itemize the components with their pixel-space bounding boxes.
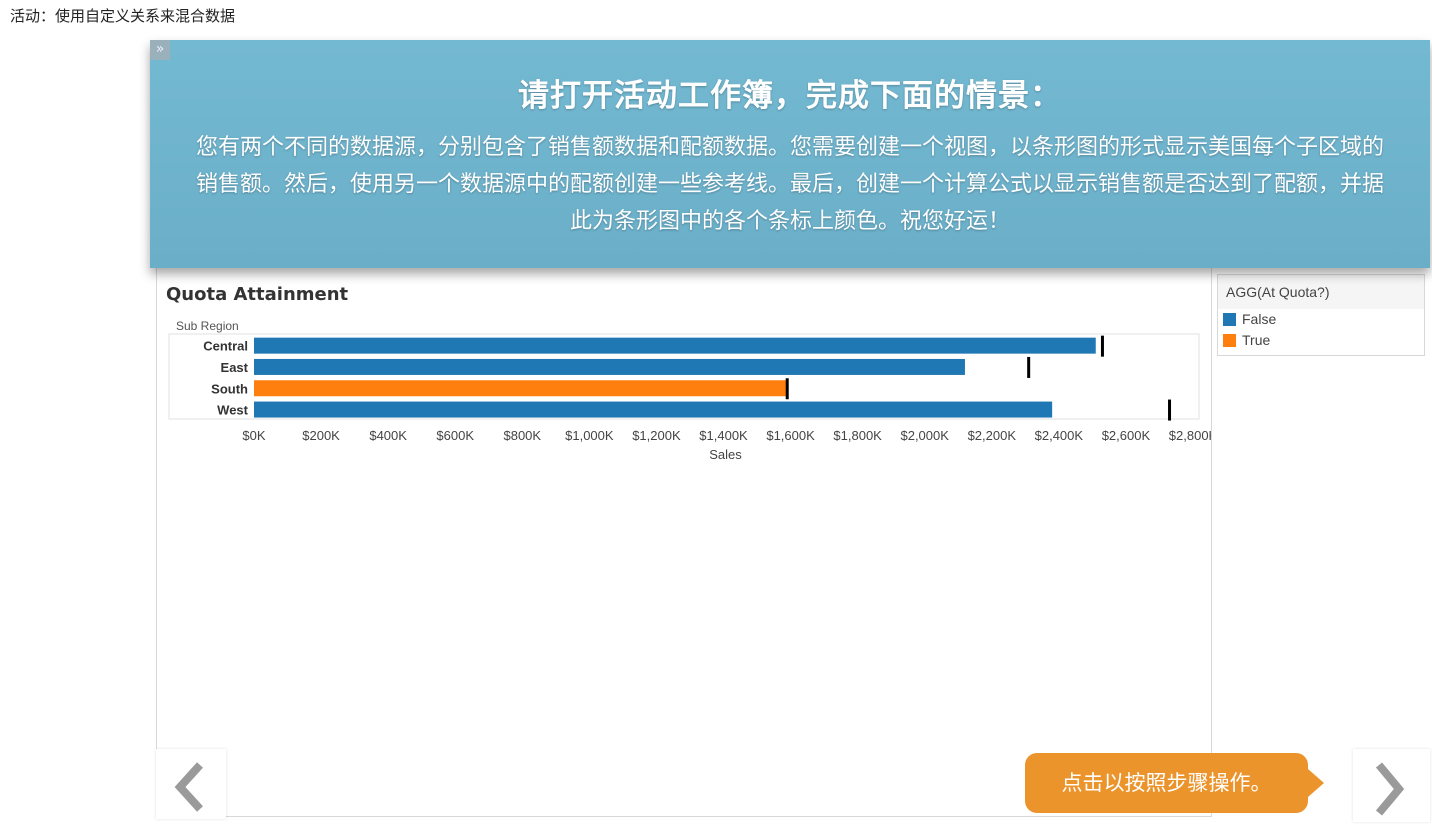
x-tick-label: $1,800K: [833, 428, 882, 443]
x-tick-label: $0K: [242, 428, 265, 443]
category-label-east: East: [221, 360, 249, 375]
legend-swatch-true: [1223, 334, 1236, 347]
x-tick-label: $1,000K: [565, 428, 614, 443]
bar-south: [254, 380, 788, 397]
x-tick-label: $1,400K: [699, 428, 748, 443]
category-label-west: West: [217, 403, 248, 418]
x-tick-label: $800K: [503, 428, 541, 443]
quota-reference-line-east: [1027, 356, 1031, 378]
x-tick-label: $2,600K: [1102, 428, 1151, 443]
plot-pane-border: [168, 333, 1200, 420]
previous-button[interactable]: [156, 749, 226, 819]
activity-stage: » 请打开活动工作簿，完成下面的情景： 您有两个不同的数据源，分别包含了销售额数…: [150, 40, 1430, 822]
quota-reference-line-west: [1168, 399, 1172, 421]
chevron-right-icon: [1375, 762, 1405, 816]
legend-label-false: False: [1242, 311, 1277, 327]
quota-reference-line-central: [1100, 335, 1104, 357]
bar-central: [254, 337, 1096, 354]
chart-title: Quota Attainment: [166, 284, 349, 305]
page-caption: 活动：使用自定义关系来混合数据: [10, 7, 236, 25]
quota-attainment-chart: Quota Attainment Sub Region Central East Sou…: [166, 284, 1211, 462]
legend-item-false[interactable]: False: [1218, 309, 1424, 330]
legend-item-true[interactable]: True: [1218, 330, 1424, 351]
chart-container: Quota Attainment Sub Region Central East Sou…: [156, 268, 1212, 817]
next-button[interactable]: [1353, 749, 1430, 822]
legend-swatch-false: [1223, 313, 1236, 326]
x-tick-label: $1,600K: [766, 428, 815, 443]
banner-body: 您有两个不同的数据源，分别包含了销售额数据和配额数据。您需要创建一个视图，以条形…: [195, 135, 1384, 234]
expand-icon[interactable]: »: [150, 40, 170, 60]
step-hint-text: 点击以按照步骤操作。: [1061, 771, 1272, 795]
color-legend[interactable]: AGG(At Quota?) False True: [1217, 274, 1425, 356]
x-tick-label: $600K: [436, 428, 474, 443]
bar-east: [254, 358, 965, 375]
bar-west: [254, 401, 1053, 418]
x-tick-label: $200K: [302, 428, 340, 443]
chevron-left-icon: [174, 762, 203, 812]
x-tick-label: $1,200K: [632, 428, 681, 443]
row-header-label: Sub Region: [176, 319, 239, 333]
quota-reference-line-south: [785, 378, 789, 400]
step-hint-callout[interactable]: 点击以按照步骤操作。: [1025, 753, 1324, 813]
legend-label-true: True: [1242, 332, 1271, 348]
x-tick-label: $2,400K: [1035, 428, 1084, 443]
x-tick-label: $2,800K: [1169, 428, 1211, 443]
x-tick-label: $400K: [369, 428, 407, 443]
x-tick-label: $2,200K: [968, 428, 1017, 443]
scenario-banner: » 请打开活动工作簿，完成下面的情景： 您有两个不同的数据源，分别包含了销售额数…: [150, 40, 1430, 268]
legend-title: AGG(At Quota?): [1218, 275, 1424, 309]
callout-arrow: [1308, 769, 1324, 797]
banner-title: 请打开活动工作簿，完成下面的情景：: [518, 78, 1062, 114]
x-tick-label: $2,000K: [900, 428, 949, 443]
category-label-central: Central: [203, 339, 248, 354]
category-label-south: South: [211, 381, 248, 396]
x-axis-label: Sales: [709, 447, 742, 462]
